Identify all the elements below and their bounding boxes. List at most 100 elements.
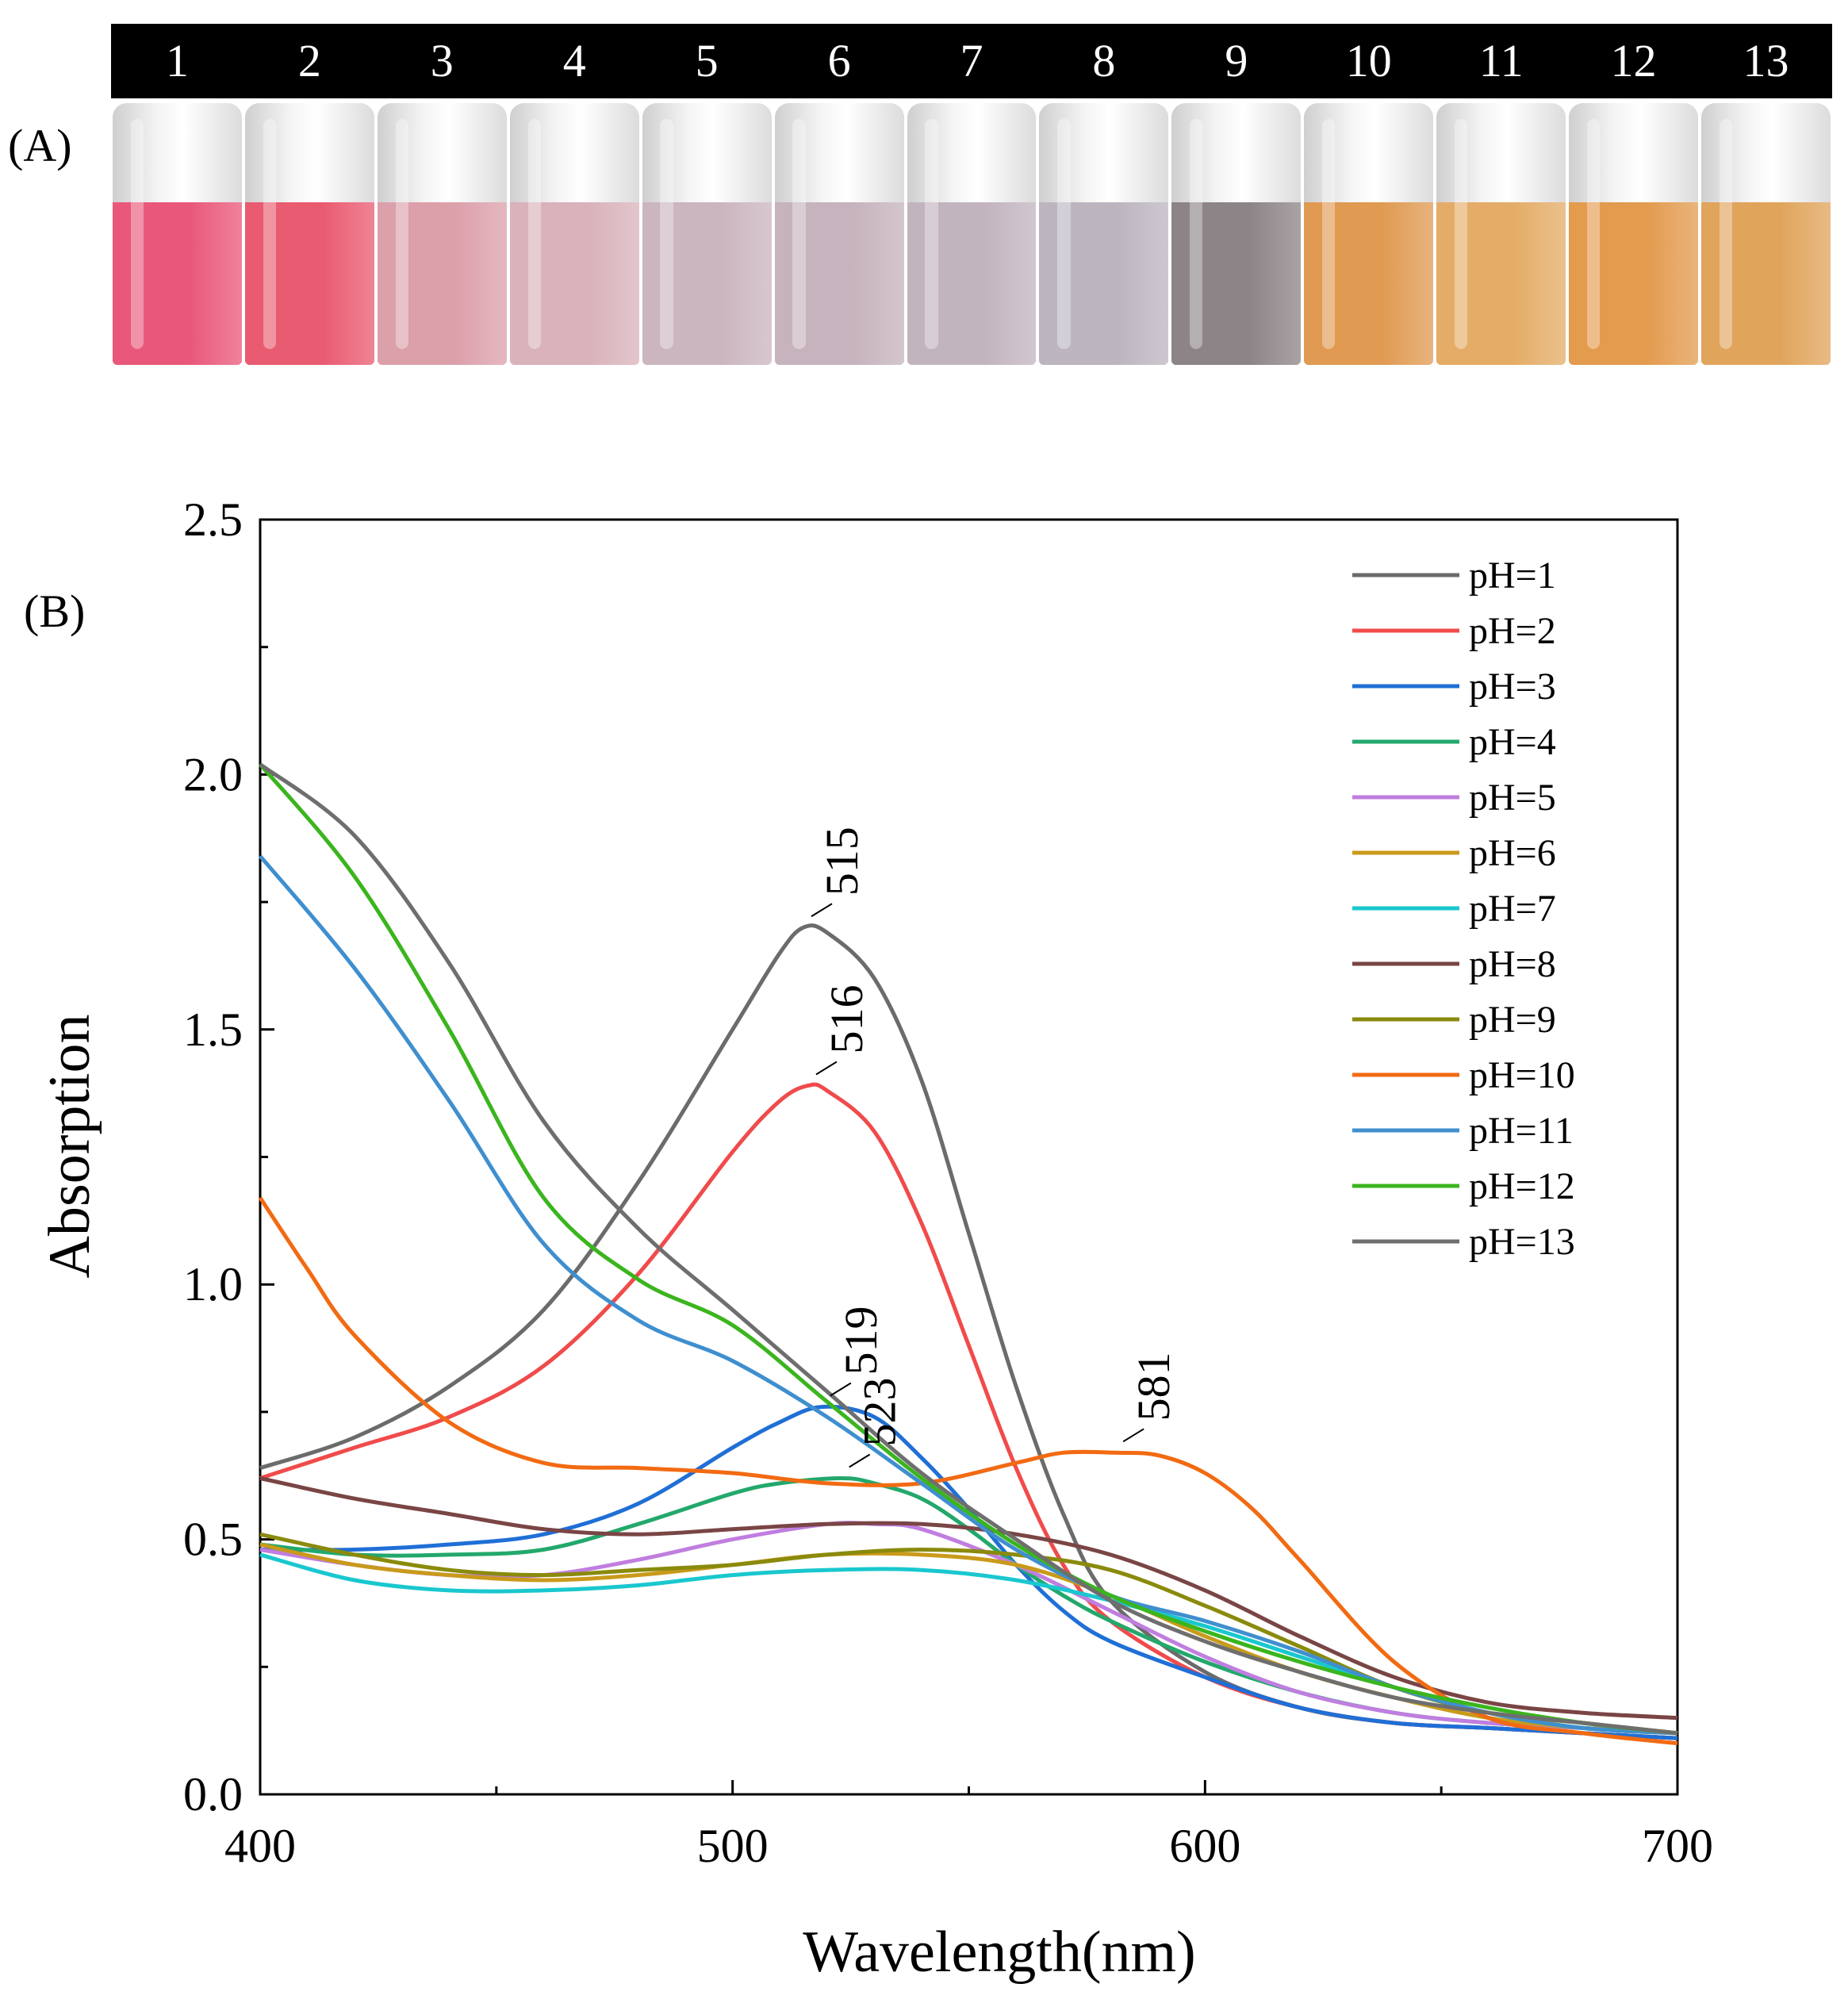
vial-liquid xyxy=(1304,202,1434,365)
vial-number-3: 3 xyxy=(430,35,454,86)
legend: pH=1 pH=2 pH=3 pH=4 pH=5 pH=6 pH=7 pH=8 pH=9 pH=1… xyxy=(1352,554,1575,1263)
vial-liquid xyxy=(1701,202,1831,365)
vial-shine xyxy=(1586,118,1601,350)
vial-2 xyxy=(244,103,374,365)
vial-number-13: 13 xyxy=(1743,35,1789,86)
series-line-ph-1 xyxy=(259,923,1678,1740)
vial-shine xyxy=(1455,118,1468,350)
vial-5 xyxy=(642,103,772,365)
y-tick-label: 2.0 xyxy=(183,748,243,800)
vial-glass xyxy=(113,103,242,203)
vial-10 xyxy=(1304,103,1434,365)
legend-label: pH=2 xyxy=(1469,610,1556,652)
vial-glass xyxy=(1436,103,1566,203)
series-line-ph-3 xyxy=(259,1404,1678,1740)
vial-glass xyxy=(244,103,374,203)
x-axis-ticks: 400 500 600 700 xyxy=(224,1780,1713,1872)
vial-shine xyxy=(130,118,144,350)
legend-label: pH=11 xyxy=(1469,1110,1574,1152)
legend-label: pH=13 xyxy=(1469,1221,1575,1263)
vial-liquid xyxy=(1436,202,1566,365)
plot-frame xyxy=(259,518,1679,1796)
y-tick-label: 1.5 xyxy=(183,1003,243,1056)
vial-1 xyxy=(113,103,242,365)
legend-label: pH=9 xyxy=(1469,999,1556,1041)
y-tick-label: 2.5 xyxy=(183,493,243,546)
vial-11 xyxy=(1436,103,1566,365)
vial-liquid xyxy=(1039,202,1169,365)
legend-label: pH=8 xyxy=(1469,943,1556,985)
vial-number-9: 9 xyxy=(1225,35,1248,86)
vial-shine xyxy=(660,118,673,350)
vial-4 xyxy=(509,103,639,365)
x-tick-label: 600 xyxy=(1169,1820,1240,1872)
legend-label: pH=1 xyxy=(1469,554,1556,597)
vial-shine xyxy=(1719,118,1733,350)
annotation-leader xyxy=(815,1061,838,1076)
x-tick-label: 500 xyxy=(697,1820,769,1872)
vial-liquid xyxy=(244,202,374,365)
legend-label: pH=6 xyxy=(1469,832,1556,874)
vial-number-11: 11 xyxy=(1478,35,1524,86)
vial-glass xyxy=(509,103,639,203)
y-tick-label: 0.0 xyxy=(183,1768,243,1821)
vial-shine xyxy=(1057,118,1071,350)
vial-number-8: 8 xyxy=(1092,35,1116,86)
y-tick-label: 1.0 xyxy=(183,1258,243,1310)
vial-shine xyxy=(527,118,541,350)
vial-glass xyxy=(1171,103,1302,203)
vial-shine xyxy=(263,118,276,350)
vial-shine xyxy=(1322,118,1336,350)
vial-glass xyxy=(1569,103,1699,203)
vial-number-7: 7 xyxy=(960,35,983,86)
vial-7 xyxy=(907,103,1037,365)
vial-12 xyxy=(1569,103,1699,365)
legend-label: pH=7 xyxy=(1469,888,1556,930)
plot-area xyxy=(259,518,1679,1796)
series-line-ph-13 xyxy=(259,762,1678,1736)
series-line-ph-2 xyxy=(259,1082,1678,1740)
vial-8 xyxy=(1039,103,1169,365)
vial-number-2: 2 xyxy=(297,35,321,86)
vial-shine xyxy=(925,118,938,350)
vial-number-1: 1 xyxy=(165,35,189,86)
vial-glass xyxy=(1701,103,1831,203)
annotation-leader xyxy=(1122,1428,1144,1443)
legend-label: pH=3 xyxy=(1469,666,1556,708)
legend-label: pH=12 xyxy=(1469,1165,1575,1207)
annotation-label: 516 xyxy=(821,985,872,1054)
vial-glass xyxy=(1304,103,1434,203)
series-line-ph-12 xyxy=(259,762,1678,1736)
annotation-leader xyxy=(849,1453,871,1468)
vial-13 xyxy=(1701,103,1831,365)
x-tick-label: 400 xyxy=(224,1820,296,1872)
annotation-label: 581 xyxy=(1128,1352,1179,1421)
annotation-label: 523 xyxy=(854,1377,906,1446)
annotation-label: 515 xyxy=(816,827,868,896)
x-tick-label: 700 xyxy=(1642,1820,1713,1872)
series-line-ph-6 xyxy=(259,1542,1678,1736)
y-axis-title: Absorption xyxy=(37,1015,102,1279)
vial-liquid xyxy=(377,202,507,365)
vial-liquid xyxy=(509,202,639,365)
vial-9 xyxy=(1171,103,1302,365)
vial-photo-strip: 1 2 3 4 5 6 7 8 9 10 11 12 13 xyxy=(111,24,1832,365)
vial-number-12: 12 xyxy=(1610,35,1657,86)
series-line-ph-10 xyxy=(258,1196,1678,1746)
vial-liquid xyxy=(774,202,904,365)
vial-number-5: 5 xyxy=(695,35,719,86)
legend-label: pH=5 xyxy=(1469,777,1556,819)
vial-liquid xyxy=(907,202,1037,365)
annotation-label: 519 xyxy=(835,1306,887,1375)
vial-liquid xyxy=(642,202,772,365)
panel-a-label: (A) xyxy=(8,120,72,171)
vial-glass xyxy=(907,103,1037,203)
y-axis-ticks: 0.0 0.5 1.0 1.5 2.0 2.5 xyxy=(183,493,274,1821)
panel-b-label: (B) xyxy=(24,585,85,637)
series-line-ph-11 xyxy=(259,854,1678,1736)
vial-liquid xyxy=(1569,202,1699,365)
vial-shine xyxy=(1190,118,1203,350)
y-tick-label: 0.5 xyxy=(183,1514,243,1566)
vial-glass xyxy=(1039,103,1169,203)
